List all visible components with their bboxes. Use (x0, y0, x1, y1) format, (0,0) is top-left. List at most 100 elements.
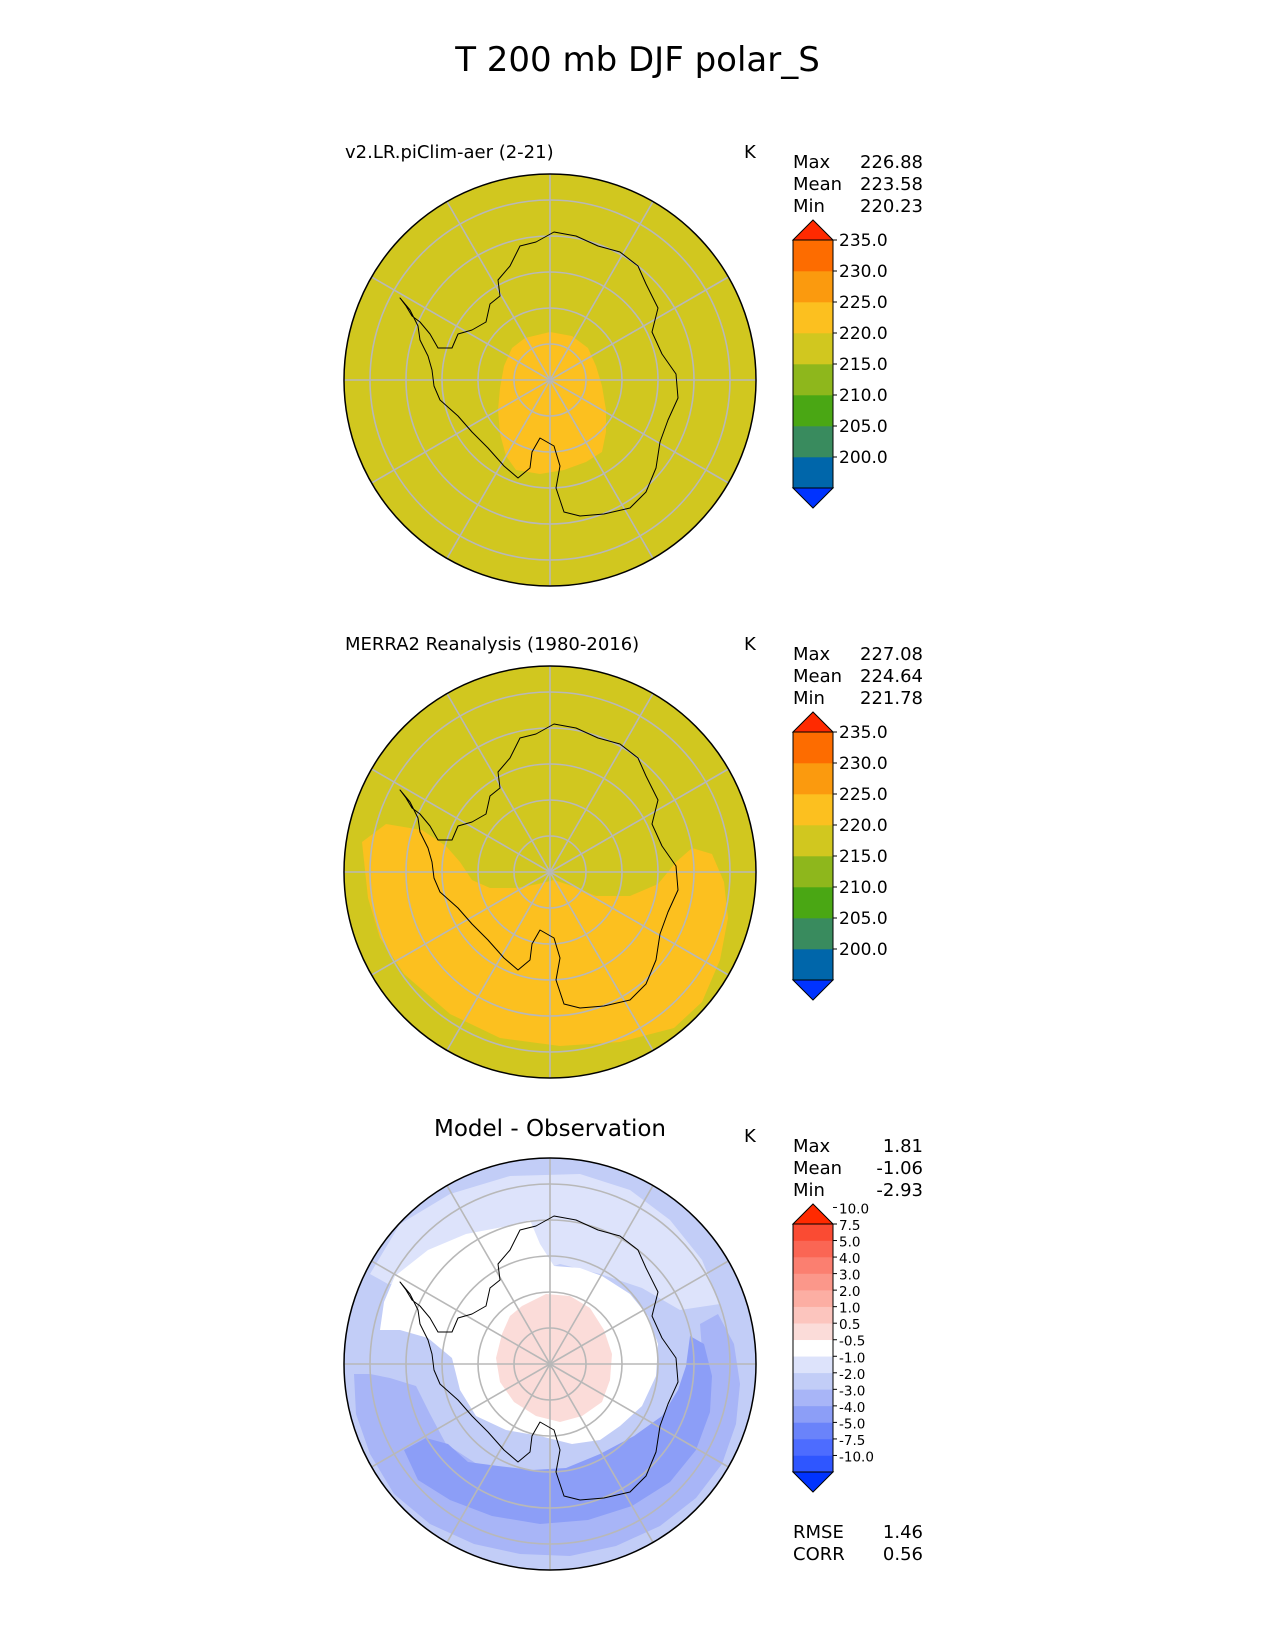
colorbar-tick-label: 240.0 (839, 710, 888, 712)
colorbar-extend-max (791, 711, 835, 733)
meridian-gridline (371, 871, 551, 976)
colorbar-tick-label: 230.0 (839, 262, 888, 282)
contour-region (498, 332, 606, 474)
antarctica-coastline (399, 723, 679, 1009)
colorbar-segment (793, 856, 833, 888)
colorbar-segment (793, 1389, 833, 1407)
colorbar-tick-label: 4.0 (839, 1251, 860, 1267)
antarctica-coastline (399, 1215, 679, 1501)
metrics-block: RMSE 1.46 CORR 0.56 (793, 1522, 923, 1566)
panel-title: v2.LR.piClim-aer (2-21) (345, 142, 554, 163)
meridian-gridline (549, 379, 729, 484)
colorbar-extend-min (791, 1471, 835, 1493)
colorbar-extend-min (791, 979, 835, 1001)
colorbar-tick-label: 5.0 (839, 1235, 860, 1251)
polar-map (343, 665, 757, 1079)
polar-map (343, 1157, 757, 1571)
colorbar-segment (793, 918, 833, 950)
meridian-gridline (371, 379, 551, 484)
stat-max: Max 227.08 (793, 644, 923, 665)
meridian-gridline (549, 379, 654, 559)
colorbar-tick-label: 235.0 (839, 231, 888, 251)
colorbar-tick-label: 200.0 (839, 940, 888, 960)
meridian-gridline (446, 1185, 551, 1365)
colorbar-segment (793, 240, 833, 272)
metric-corr: CORR 0.56 (793, 1544, 923, 1565)
stat-mean: Mean -1.06 (793, 1158, 923, 1179)
meridian-gridline (549, 871, 729, 976)
stat-max: Max 226.88 (793, 152, 923, 173)
colorbar-extend-max (791, 219, 835, 241)
colorbar-tick-label: 205.0 (839, 909, 888, 929)
meridian-gridline (371, 1363, 551, 1468)
colorbar-segment (793, 1405, 833, 1423)
colorbar-segment (793, 364, 833, 396)
colorbar-tick-label: 3.0 (839, 1268, 860, 1284)
figure-title: T 200 mb DJF polar_S (455, 40, 820, 80)
meridian-gridline (446, 871, 551, 1051)
panel-difference: Model - Observation K Max 1.81 Mean -1.06 … (0, 1112, 1275, 1602)
colorbar-segment (793, 1356, 833, 1374)
panel-title: Model - Observation (433, 1116, 667, 1142)
colorbar: -10.0-7.5-5.0-4.0-3.0-2.0-1.0-0.50.51.02… (791, 1202, 874, 1493)
colorbar-segment (793, 271, 833, 303)
meridian-gridline (549, 1260, 729, 1365)
units-label: K (744, 142, 756, 163)
colorbar-segment (793, 1323, 833, 1341)
units-label: K (744, 1126, 756, 1147)
meridian-gridline (549, 871, 654, 1051)
colorbar-segment (793, 1372, 833, 1390)
meridian-gridline (549, 693, 654, 873)
antarctica-coastline (399, 231, 679, 517)
colorbar-tick-label: 240.0 (839, 218, 888, 220)
stat-min: Min -2.93 (793, 1180, 923, 1201)
colorbar-segment (793, 1257, 833, 1274)
polar-map (343, 173, 757, 587)
colorbar-segment (793, 887, 833, 919)
colorbar-tick-label: 200.0 (839, 448, 888, 468)
stat-min: Min 221.78 (793, 688, 923, 709)
colorbar-segment (793, 1306, 833, 1324)
stat-mean: Mean 224.64 (793, 666, 923, 687)
stat-max: Max 1.81 (793, 1136, 923, 1157)
stats-block: Max 1.81 Mean -1.06 Min -2.93 (793, 1136, 923, 1202)
colorbar-segment (793, 1422, 833, 1440)
colorbar-segment (793, 1273, 833, 1291)
colorbar-segment (793, 457, 833, 489)
colorbar-segment (793, 1240, 833, 1258)
colorbar-segment (793, 302, 833, 334)
colorbar-tick-label: 215.0 (839, 847, 888, 867)
colorbar-tick-label: 220.0 (839, 324, 888, 344)
map-boundary (343, 665, 757, 1079)
colorbar-tick-label: 210.0 (839, 878, 888, 898)
meridian-gridline (549, 1363, 729, 1468)
colorbar-tick-label: 0.5 (839, 1317, 860, 1333)
colorbar-tick-label: 220.0 (839, 816, 888, 836)
meridian-gridline (371, 1260, 551, 1365)
meridian-gridline (549, 1363, 654, 1543)
colorbar-tick-label: 1.0 (839, 1301, 860, 1317)
colorbar-segment (793, 1290, 833, 1307)
colorbar-tick-label: -5.0 (839, 1416, 865, 1432)
map-boundary (343, 1157, 757, 1571)
colorbar-tick-label: 7.5 (839, 1218, 860, 1234)
colorbar-segment (793, 426, 833, 458)
colorbar-segment (793, 1339, 833, 1357)
colorbar-tick-label: 225.0 (839, 293, 888, 313)
stats-block: Max 226.88 Mean 223.58 Min 220.23 (793, 152, 923, 218)
colorbar-tick-label: 2.0 (839, 1284, 860, 1300)
colorbar-segment (793, 395, 833, 427)
colorbar-tick-label: -4.0 (839, 1400, 865, 1416)
colorbar-extend-min (791, 487, 835, 509)
colorbar-tick-label: -1.0 (839, 1350, 865, 1366)
colorbar-tick-label: -2.0 (839, 1367, 865, 1383)
meridian-gridline (549, 1185, 654, 1365)
colorbar-extend-max (791, 1203, 835, 1225)
meridian-gridline (549, 276, 729, 381)
colorbar-segment (793, 825, 833, 857)
colorbar-segment (793, 1438, 833, 1456)
colorbar-tick-label: -7.5 (839, 1433, 865, 1449)
colorbar-segment (793, 794, 833, 826)
meridian-gridline (446, 379, 551, 559)
colorbar-tick-label: -0.5 (839, 1334, 865, 1350)
